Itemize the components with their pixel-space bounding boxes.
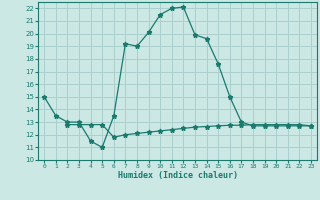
X-axis label: Humidex (Indice chaleur): Humidex (Indice chaleur) [118,171,238,180]
